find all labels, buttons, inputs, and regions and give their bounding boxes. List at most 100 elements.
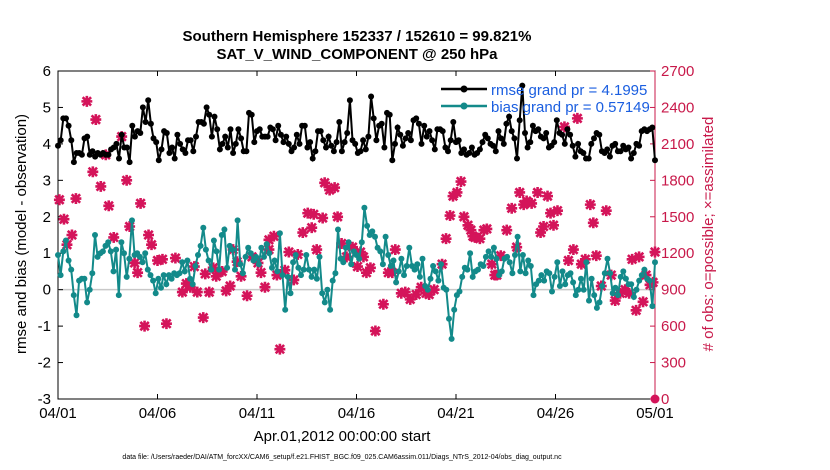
bias-point bbox=[158, 284, 164, 291]
bias-point bbox=[506, 259, 513, 266]
obs-assimilated-marker bbox=[360, 267, 372, 279]
obs-assimilated-stroke bbox=[444, 210, 456, 222]
obs-assimilated-stroke bbox=[358, 251, 369, 263]
obs-assimilated-marker bbox=[231, 256, 243, 268]
obs-assimilated-marker bbox=[575, 258, 587, 270]
bias-point bbox=[358, 239, 365, 246]
y2-tick-label: 1800 bbox=[661, 172, 694, 189]
obs-assimilated-stroke bbox=[558, 121, 570, 133]
obs-assimilated-stroke bbox=[143, 229, 155, 241]
obs-assimilated-stroke bbox=[231, 256, 243, 268]
obs-assimilated-marker bbox=[274, 343, 286, 355]
obs-assimilated-marker bbox=[210, 270, 222, 282]
rmse-point bbox=[206, 111, 213, 118]
bias-point bbox=[620, 268, 627, 275]
bias-point bbox=[313, 275, 320, 282]
obs-assimilated-marker bbox=[132, 267, 144, 279]
rmse-point bbox=[269, 126, 276, 133]
rmse-point bbox=[275, 122, 282, 129]
rmse-point bbox=[219, 140, 226, 147]
obs-assimilated-stroke bbox=[191, 286, 203, 298]
bias-point bbox=[475, 266, 481, 273]
y2-tick-label: 2100 bbox=[661, 136, 694, 153]
rmse-point bbox=[445, 148, 451, 155]
rmse-point bbox=[158, 146, 165, 153]
obs-assimilated-stroke bbox=[458, 211, 470, 223]
obs-assimilated-stroke bbox=[66, 229, 78, 241]
rmse-point bbox=[585, 155, 592, 162]
obs-assimilated-marker bbox=[633, 251, 645, 263]
bias-point bbox=[311, 266, 318, 273]
bias-point bbox=[514, 233, 521, 240]
obs-assimilated-marker bbox=[649, 246, 661, 258]
obs-assimilated-stroke bbox=[386, 267, 398, 279]
rmse-point bbox=[421, 122, 428, 129]
obs-assimilated-marker bbox=[241, 290, 253, 302]
rmse-point bbox=[126, 159, 133, 166]
obs-assimilated-marker bbox=[302, 207, 314, 219]
obs-assimilated-stroke bbox=[203, 286, 215, 298]
rmse-point bbox=[341, 139, 348, 146]
bias-point bbox=[393, 279, 400, 286]
bias-point bbox=[92, 232, 98, 238]
chart-subtitle: SAT_V_WIND_COMPONENT @ 250 hPa bbox=[216, 46, 498, 63]
rmse-point bbox=[407, 137, 414, 144]
obs-assimilated-stroke bbox=[514, 187, 526, 198]
bias-point bbox=[329, 277, 336, 284]
obs-assimilated-stroke bbox=[90, 114, 102, 126]
bias-point bbox=[139, 259, 146, 266]
obs-assimilated-stroke bbox=[81, 95, 93, 107]
obs-assimilated-stroke bbox=[542, 190, 553, 202]
obs-assimilated-marker bbox=[329, 182, 341, 194]
bias-point bbox=[488, 253, 495, 260]
obs-assimilated-marker bbox=[423, 289, 435, 300]
bias-point bbox=[321, 299, 328, 306]
obs-assimilated-stroke bbox=[224, 280, 236, 292]
bias-point bbox=[395, 268, 402, 275]
rmse-point bbox=[203, 104, 210, 111]
obs-assimilated-stroke bbox=[87, 166, 99, 178]
obs-assimilated-marker bbox=[87, 166, 99, 178]
bias-point bbox=[107, 248, 114, 255]
obs-assimilated-stroke bbox=[274, 343, 286, 355]
obs-assimilated-marker bbox=[220, 285, 232, 297]
y2-tick-label: 600 bbox=[661, 318, 686, 335]
x-tick-label: 04/21 bbox=[437, 405, 475, 422]
obs-assimilated-marker bbox=[526, 197, 538, 209]
rmse-point bbox=[455, 137, 462, 144]
obs-assimilated-stroke bbox=[609, 295, 621, 307]
rmse-point bbox=[426, 128, 433, 135]
bias-point bbox=[129, 217, 135, 224]
obs-assimilated-marker bbox=[139, 320, 151, 332]
rmse-point bbox=[227, 126, 234, 133]
rmse-point bbox=[291, 144, 298, 151]
obs-assimilated-marker bbox=[235, 270, 247, 282]
obs-assimilated-stroke bbox=[389, 244, 401, 256]
obs-assimilated-stroke bbox=[465, 224, 477, 236]
bias-point bbox=[232, 266, 238, 273]
rmse-point bbox=[516, 117, 523, 124]
rmse-point bbox=[89, 148, 96, 155]
rmse-point bbox=[527, 139, 534, 146]
obs-assimilated-marker bbox=[160, 318, 172, 330]
rmse-point bbox=[429, 137, 436, 144]
obs-assimilated-stroke bbox=[317, 212, 329, 224]
bias-point bbox=[284, 273, 291, 280]
rmse-point bbox=[362, 146, 369, 153]
rmse-point bbox=[405, 130, 412, 136]
obs-assimilated-stroke bbox=[129, 257, 141, 269]
obs-assimilated-stroke bbox=[360, 267, 372, 279]
obs-assimilated-stroke bbox=[139, 320, 151, 332]
rmse-point bbox=[370, 115, 377, 122]
rmse-point bbox=[214, 126, 221, 133]
bias-point bbox=[485, 248, 492, 255]
obs-assimilated-stroke bbox=[53, 194, 65, 206]
rmse-point bbox=[564, 126, 571, 133]
bias-point bbox=[176, 270, 183, 277]
rmse-point bbox=[476, 146, 483, 153]
rmse-point bbox=[323, 144, 329, 151]
rmse-point bbox=[55, 142, 61, 149]
obs-assimilated-stroke bbox=[216, 265, 228, 277]
rmse-point bbox=[118, 131, 125, 138]
bias-point bbox=[118, 239, 125, 246]
